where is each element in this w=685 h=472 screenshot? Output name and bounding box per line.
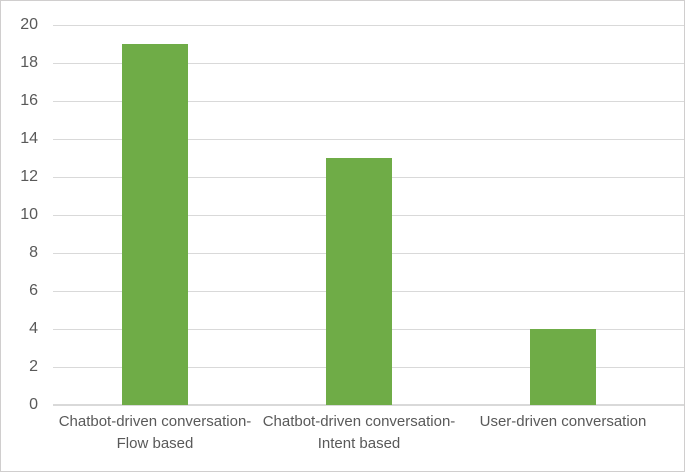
y-tick-label: 6 xyxy=(29,282,38,299)
y-tick-label: 0 xyxy=(29,396,38,413)
x-category-label: Chatbot-driven conversation-Intent based xyxy=(262,413,456,452)
bar xyxy=(122,44,188,405)
y-tick-label: 10 xyxy=(20,206,38,223)
x-axis-line xyxy=(53,404,684,406)
x-category-label: Chatbot-driven conversation-Flow based xyxy=(58,413,252,452)
y-tick-label: 2 xyxy=(29,358,38,375)
gridline xyxy=(53,62,684,64)
bar xyxy=(326,158,392,405)
bar xyxy=(530,329,596,405)
y-tick-label: 8 xyxy=(29,244,38,261)
gridline xyxy=(53,24,684,26)
gridline xyxy=(53,138,684,140)
y-tick-label: 12 xyxy=(20,168,38,185)
gridline xyxy=(53,100,684,102)
y-tick-label: 14 xyxy=(20,130,38,147)
y-tick-label: 20 xyxy=(20,16,38,33)
y-tick-label: 18 xyxy=(20,54,38,71)
x-category-label: User-driven conversation xyxy=(479,413,647,430)
y-tick-label: 16 xyxy=(20,92,38,109)
y-tick-label: 4 xyxy=(29,320,38,337)
